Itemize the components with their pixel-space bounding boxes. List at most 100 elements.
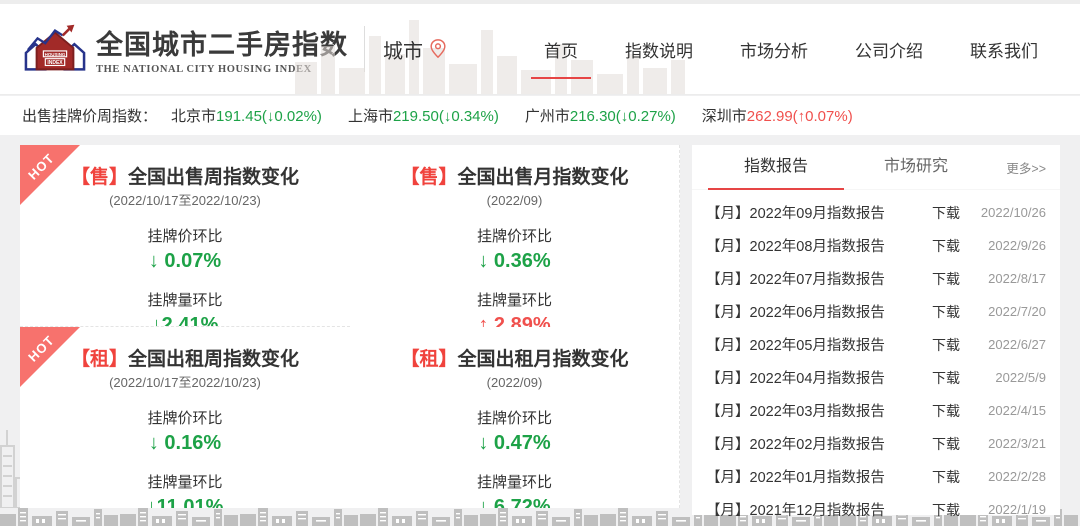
metric-label: 挂牌价环比 [147, 409, 223, 427]
report-row: 【月】2022年07月指数报告 下载 2022/8/17 [706, 262, 1046, 295]
card-period: (2022/09) [486, 193, 543, 208]
report-row: 【月】2022年03月指数报告 下载 2022/4/15 [706, 394, 1046, 427]
card-period: (2022/10/17至2022/10/23) [109, 374, 261, 390]
ticker-item: 北京市191.45(↓0.02%) [171, 105, 322, 126]
nav-item[interactable]: 市场分析 [740, 41, 808, 61]
report-date: 2022/1/19 [988, 502, 1046, 517]
ticker-value: 216.30(↓0.27%) [569, 108, 676, 125]
report-date: 2022/6/27 [988, 337, 1046, 352]
metric-value: ↑ 2.89% [478, 314, 551, 327]
card-title-row: 【租】全国出租月指数变化 [350, 348, 679, 372]
city-label: 城市 [383, 40, 423, 63]
svg-text:INDEX: INDEX [47, 60, 63, 66]
svg-text:HOUSING: HOUSING [45, 52, 66, 57]
index-cards-panel: HOT 【售】全国出售周指数变化 (2022/10/17至2022/10/23)… [20, 145, 680, 508]
report-title[interactable]: 【月】2022年02月指数报告 [706, 437, 885, 453]
nav-item[interactable]: 联系我们 [970, 41, 1038, 61]
more-link[interactable]: 更多>> [1006, 161, 1046, 176]
card-tag: 【租】 [400, 348, 458, 370]
download-link[interactable]: 下载 [932, 435, 960, 452]
metric-label: 挂牌量环比 [147, 473, 223, 491]
index-card: HOT 【售】全国出售周指数变化 (2022/10/17至2022/10/23)… [20, 145, 350, 327]
report-row: 【月】2022年09月指数报告 下载 2022/10/26 [706, 196, 1046, 229]
index-card: HOT 【售】全国出售月指数变化 (2022/09) 挂牌价环比 ↓ 0.36%… [350, 145, 680, 327]
report-date: 2022/9/26 [988, 238, 1046, 253]
download-link[interactable]: 下载 [932, 270, 960, 287]
report-date: 2022/10/26 [980, 205, 1046, 220]
report-row: 【月】2021年12月指数报告 下载 2022/1/19 [706, 493, 1046, 526]
index-card: HOT 【租】全国出租周指数变化 (2022/10/17至2022/10/23)… [20, 326, 350, 509]
report-date: 2022/4/15 [988, 403, 1046, 418]
download-link[interactable]: 下载 [932, 369, 960, 386]
report-title[interactable]: 【月】2021年12月指数报告 [706, 503, 885, 519]
ticker-city: 深圳市 [701, 108, 747, 125]
download-link[interactable]: 下载 [932, 402, 960, 419]
index-card: HOT 【租】全国出租月指数变化 (2022/09) 挂牌价环比 ↓ 0.47%… [350, 326, 680, 509]
reports-panel: 指数报告 市场研究 更多>> 【月】2022年09月指数报告 下载 2022/1… [692, 145, 1060, 519]
hot-label: HOT [25, 150, 58, 183]
download-link[interactable]: 下载 [932, 237, 960, 254]
download-link[interactable]: 下载 [932, 468, 960, 485]
report-title[interactable]: 【月】2022年05月指数报告 [706, 338, 885, 354]
metric-value: ↓ 0.47% [478, 431, 551, 454]
location-pin-icon [430, 39, 446, 59]
hot-ribbon: HOT [20, 326, 80, 387]
metric-value: ↓ 0.36% [478, 250, 551, 272]
site-title: 全国城市二手房指数 [96, 30, 348, 60]
tab-market-research[interactable]: 市场研究 [883, 157, 948, 175]
metric-value: ↓ 0.07% [148, 250, 222, 272]
card-title: 全国出租月指数变化 [457, 348, 629, 370]
header-skyline-decoration [295, 20, 685, 94]
report-list: 【月】2022年09月指数报告 下载 2022/10/26 【月】2022年08… [692, 190, 1060, 526]
ticker-item: 深圳市262.99(↑0.07%) [702, 105, 853, 126]
report-title[interactable]: 【月】2022年09月指数报告 [706, 206, 885, 222]
report-title[interactable]: 【月】2022年01月指数报告 [706, 470, 885, 486]
card-tag: 【售】 [400, 167, 458, 188]
nav-item[interactable]: 指数说明 [625, 41, 693, 61]
hot-ribbon: HOT [20, 145, 80, 205]
download-link[interactable]: 下载 [932, 303, 960, 320]
site-subtitle: THE NATIONAL CITY HOUSING INDEX [96, 64, 312, 75]
tab-index-reports[interactable]: 指数报告 [706, 145, 846, 190]
metric-label: 挂牌量环比 [147, 292, 223, 309]
card-title-row: 【租】全国出租周指数变化 [20, 348, 350, 372]
city-selector[interactable]: 城市 [383, 35, 447, 64]
nav-item[interactable]: 首页 [531, 37, 591, 79]
metric-value: ↓ 6.72% [478, 495, 551, 509]
download-link[interactable]: 下载 [932, 501, 960, 518]
report-title[interactable]: 【月】2022年08月指数报告 [706, 239, 885, 255]
report-title[interactable]: 【月】2022年04月指数报告 [706, 371, 885, 387]
ticker-value: 191.45(↓0.02%) [216, 108, 322, 125]
report-row: 【月】2022年02月指数报告 下载 2022/3/21 [706, 427, 1046, 460]
ticker-value: 219.50(↓0.34%) [392, 108, 499, 125]
card-title: 全国出售月指数变化 [457, 167, 629, 188]
metric-value: ↓11.01% [146, 495, 224, 509]
housing-index-logo-icon[interactable]: HOUSING INDEX [24, 24, 86, 74]
report-title[interactable]: 【月】2022年07月指数报告 [706, 272, 885, 288]
ticker-city: 上海市 [347, 108, 393, 125]
card-title-row: 【售】全国出售周指数变化 [20, 166, 350, 190]
card-title: 全国出售周指数变化 [128, 167, 300, 188]
ticker-item: 上海市219.50(↓0.34%) [348, 105, 499, 126]
report-date: 2022/7/20 [988, 304, 1046, 319]
report-row: 【月】2022年05月指数报告 下载 2022/6/27 [706, 328, 1046, 361]
metric-label: 挂牌量环比 [476, 473, 552, 491]
reports-tabs: 指数报告 市场研究 更多>> [692, 145, 1060, 190]
nav-item[interactable]: 公司介绍 [855, 41, 923, 61]
report-date: 2022/2/28 [988, 469, 1046, 484]
report-title[interactable]: 【月】2022年06月指数报告 [706, 305, 885, 321]
ticker-items: 北京市191.45(↓0.02%) 上海市219.50(↓0.34%) 广州市2… [171, 105, 853, 126]
metric-label: 挂牌价环比 [476, 228, 552, 245]
report-title[interactable]: 【月】2022年03月指数报告 [706, 404, 885, 420]
ticker-bar: 出售挂牌价周指数： 北京市191.45(↓0.02%) 上海市219.50(↓0… [0, 96, 1080, 135]
download-link[interactable]: 下载 [932, 204, 960, 221]
ticker-label: 出售挂牌价周指数： [22, 108, 158, 125]
report-date: 2022/8/17 [988, 271, 1046, 286]
report-date: 2022/5/9 [995, 370, 1046, 385]
card-tag: 【租】 [70, 348, 128, 370]
download-link[interactable]: 下载 [932, 336, 960, 353]
metric-label: 挂牌价环比 [147, 228, 223, 245]
card-tag: 【售】 [70, 167, 128, 188]
card-period: (2022/09) [486, 374, 543, 390]
